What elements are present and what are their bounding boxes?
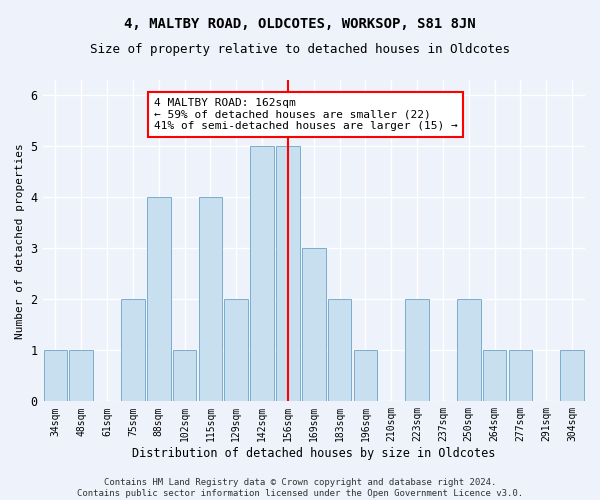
Bar [328,300,352,402]
Bar [70,350,93,402]
Bar [199,198,223,402]
Bar [509,350,532,402]
Y-axis label: Number of detached properties: Number of detached properties [15,143,25,338]
Text: Contains HM Land Registry data © Crown copyright and database right 2024.
Contai: Contains HM Land Registry data © Crown c… [77,478,523,498]
Bar [44,350,67,402]
Bar [276,146,300,402]
Bar [483,350,506,402]
Bar [457,300,481,402]
Bar [405,300,429,402]
Bar [147,198,170,402]
Text: 4, MALTBY ROAD, OLDCOTES, WORKSOP, S81 8JN: 4, MALTBY ROAD, OLDCOTES, WORKSOP, S81 8… [124,18,476,32]
X-axis label: Distribution of detached houses by size in Oldcotes: Distribution of detached houses by size … [132,447,496,460]
Bar [353,350,377,402]
Text: 4 MALTBY ROAD: 162sqm
← 59% of detached houses are smaller (22)
41% of semi-deta: 4 MALTBY ROAD: 162sqm ← 59% of detached … [154,98,457,131]
Bar [224,300,248,402]
Bar [302,248,326,402]
Bar [173,350,196,402]
Text: Size of property relative to detached houses in Oldcotes: Size of property relative to detached ho… [90,42,510,56]
Bar [250,146,274,402]
Bar [560,350,584,402]
Bar [121,300,145,402]
